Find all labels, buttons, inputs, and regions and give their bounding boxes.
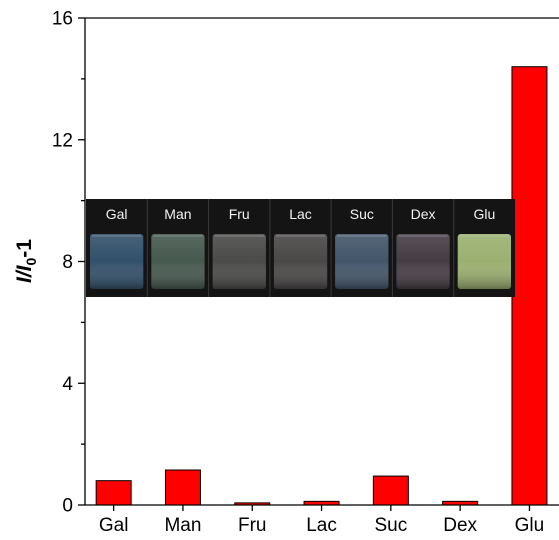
vial-label: Gal — [106, 206, 128, 222]
vial-shading — [273, 234, 328, 289]
y-tick-label: 16 — [52, 9, 73, 30]
bars-group — [95, 66, 548, 506]
vial-label: Fru — [229, 206, 250, 222]
y-tick-label: 8 — [62, 252, 73, 273]
bar-suc — [372, 475, 409, 506]
y-tick-label: 12 — [52, 130, 73, 151]
vial-shading — [396, 234, 450, 289]
x-ticks-group: Gal Man Fru Lac Suc Dex Glu — [99, 505, 544, 536]
vial-shading — [151, 234, 205, 289]
x-tick-label: Fru — [238, 515, 267, 536]
bar-man — [164, 469, 201, 506]
y-axis-label-main: I/I — [13, 264, 36, 283]
vial-shading — [212, 234, 266, 289]
vial-label: Dex — [411, 206, 436, 222]
y-axis-label: I/I0-1 — [13, 239, 39, 283]
vial-shading — [90, 234, 144, 289]
vial-shading — [457, 234, 511, 289]
x-tick-label: Glu — [515, 515, 545, 536]
x-tick-label: Man — [164, 515, 201, 536]
x-tick-label: Lac — [306, 515, 337, 536]
vial-label: Glu — [474, 206, 496, 222]
vial-label: Man — [164, 206, 191, 222]
inset-photo: Gal Man Fru Lac Suc Dex Glu — [86, 199, 515, 297]
bar-gal — [95, 480, 132, 506]
vial-label: Lac — [289, 206, 312, 222]
y-tick-label: 4 — [62, 374, 73, 395]
y-axis-label-sub: 0 — [23, 257, 39, 265]
vial-shading — [335, 234, 389, 289]
vial-label: Suc — [350, 206, 374, 222]
y-tick-label: 0 — [62, 496, 73, 517]
x-tick-label: Dex — [443, 515, 477, 536]
y-ticks-group: 0 4 8 12 16 — [52, 9, 85, 517]
y-axis-label-suffix: -1 — [13, 239, 36, 258]
x-tick-label: Suc — [374, 515, 407, 536]
x-tick-label: Gal — [99, 515, 129, 536]
bar-glu — [511, 66, 548, 506]
